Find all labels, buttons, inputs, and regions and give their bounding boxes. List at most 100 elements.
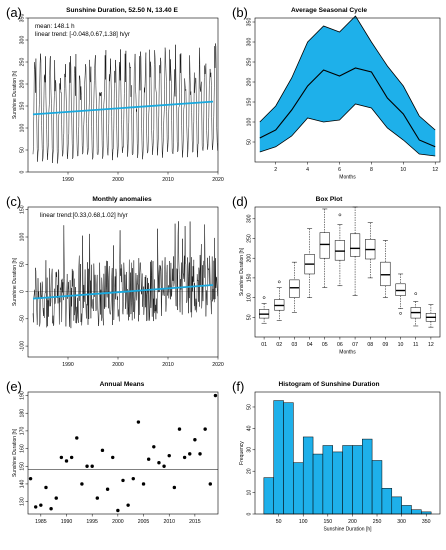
x-tick-label: 1985 bbox=[35, 519, 47, 525]
annual-mean-point bbox=[80, 482, 84, 486]
x-tick-label: 07 bbox=[352, 342, 358, 348]
histogram-bar bbox=[312, 453, 324, 515]
y-axis-label: Sunshine Duration [h] bbox=[12, 70, 18, 119]
y-tick-label: 100 bbox=[247, 118, 253, 127]
x-tick-label: 01 bbox=[261, 342, 267, 348]
y-tick-label: 150 bbox=[20, 102, 26, 111]
x-axis-label: Months bbox=[339, 175, 356, 181]
annual-mean-point bbox=[136, 420, 141, 424]
annual-mean-point bbox=[177, 427, 182, 431]
x-tick-label: 06 bbox=[337, 342, 343, 348]
x-tick-label: 2010 bbox=[163, 519, 175, 525]
panel-e-annual-means: (e) Annual Means 130 140 150 160 170 180 190 19… bbox=[6, 379, 219, 525]
monthly-series-line bbox=[32, 43, 218, 164]
x-tick-label: 4 bbox=[306, 167, 309, 173]
annual-mean-point bbox=[69, 455, 74, 460]
x-tick-label: 02 bbox=[276, 342, 282, 348]
y-tick-label: 300 bbox=[247, 38, 253, 47]
panel-title: Annual Means bbox=[100, 381, 145, 388]
histogram-bar bbox=[293, 462, 304, 515]
x-tick-label: 6 bbox=[338, 167, 341, 173]
histogram-bar bbox=[263, 477, 274, 515]
histogram-bar bbox=[362, 438, 373, 515]
panel-a-sunshine-duration: (a) Sunshine Duration, 52.50 N, 13.40 E … bbox=[6, 5, 224, 183]
annual-mean-point bbox=[203, 427, 207, 431]
x-tick-label: 50 bbox=[276, 519, 282, 525]
x-tick-label: 350 bbox=[422, 519, 431, 525]
box-outlier bbox=[262, 296, 266, 299]
x-tick-label: 1990 bbox=[62, 362, 74, 368]
x-tick-label: 03 bbox=[292, 342, 298, 348]
x-tick-label: 100 bbox=[299, 519, 308, 525]
x-tick-label: 12 bbox=[428, 342, 434, 348]
plot-frame bbox=[254, 206, 441, 338]
annual-mean-point bbox=[85, 464, 89, 468]
y-tick-label: 50 bbox=[20, 147, 26, 153]
histogram-bar bbox=[322, 445, 333, 515]
y-tick-label: 150 bbox=[247, 98, 253, 107]
annual-mean-point bbox=[167, 453, 171, 458]
histogram-bar bbox=[381, 488, 393, 515]
histogram-bar bbox=[411, 509, 422, 515]
annual-mean-point bbox=[105, 487, 110, 491]
x-axis-label: Sunshine Duration [h] bbox=[323, 527, 372, 533]
box-iqr bbox=[319, 232, 330, 259]
y-tick-label: 50 bbox=[20, 261, 26, 267]
x-tick-label: 10 bbox=[398, 342, 404, 348]
annual-mean-point bbox=[59, 455, 64, 460]
trend-line bbox=[32, 284, 214, 300]
x-tick-label: 2000 bbox=[112, 177, 124, 183]
box-outlier bbox=[338, 213, 342, 217]
panel-letter: (f) bbox=[232, 379, 244, 394]
y-tick-label: 200 bbox=[20, 80, 26, 89]
annual-mean-point bbox=[193, 438, 197, 442]
range-band bbox=[259, 16, 436, 156]
x-tick-label: 200 bbox=[348, 519, 357, 525]
y-tick-label: 160 bbox=[20, 444, 26, 453]
annual-mean-point bbox=[100, 448, 105, 453]
y-tick-label: 0 bbox=[20, 290, 26, 293]
box-iqr bbox=[395, 283, 406, 296]
x-axis-label: Months bbox=[339, 350, 356, 356]
annual-mean-point bbox=[39, 503, 43, 507]
panel-title: Sunshine Duration, 52.50 N, 13.40 E bbox=[66, 7, 178, 14]
box-outlier bbox=[399, 312, 402, 315]
plot-frame bbox=[254, 17, 441, 163]
trend-line bbox=[32, 100, 214, 116]
y-tick-label: 250 bbox=[247, 234, 253, 243]
box-iqr bbox=[289, 279, 300, 298]
annual-mean-point bbox=[116, 508, 120, 513]
y-tick-label: 50 bbox=[247, 139, 253, 145]
panel-b-average-seasonal-cycle: (b) Average Seasonal Cycle 50 100 150 200 25… bbox=[232, 5, 441, 181]
x-tick-label: 2020 bbox=[212, 362, 224, 368]
plot-frame bbox=[27, 206, 219, 358]
histogram-bar bbox=[273, 400, 284, 515]
box-outlier bbox=[414, 292, 418, 296]
y-tick-label: 300 bbox=[20, 36, 26, 45]
annual-mean-point bbox=[208, 482, 212, 486]
y-tick-label: 350 bbox=[247, 18, 253, 27]
annual-mean-point bbox=[141, 482, 146, 486]
y-axis-label: Sunshine Duration [h] bbox=[12, 428, 18, 477]
y-tick-label: 10 bbox=[247, 490, 253, 496]
panel-letter: (b) bbox=[232, 5, 248, 20]
mean-annotation: mean: 148.1 h bbox=[35, 23, 75, 30]
y-tick-label: 180 bbox=[20, 409, 26, 418]
x-tick-label: 2010 bbox=[162, 362, 174, 368]
x-tick-label: 2005 bbox=[138, 519, 150, 525]
annual-mean-point bbox=[34, 505, 38, 509]
y-axis-label: Sunshine Duration [h] bbox=[239, 247, 245, 296]
box-outlier bbox=[277, 280, 281, 284]
plot-frame bbox=[254, 391, 441, 515]
y-tick-label: 150 bbox=[20, 462, 26, 471]
panel-title: Monthly anomalies bbox=[92, 196, 152, 203]
panel-letter: (e) bbox=[6, 379, 22, 394]
annual-mean-point bbox=[182, 455, 187, 460]
x-tick-label: 1990 bbox=[62, 177, 74, 183]
y-tick-label: 150 bbox=[247, 273, 253, 282]
plot-frame bbox=[27, 17, 219, 173]
panel-letter: (d) bbox=[232, 194, 248, 209]
box-iqr bbox=[334, 240, 345, 261]
y-tick-label: 150 bbox=[20, 205, 26, 214]
